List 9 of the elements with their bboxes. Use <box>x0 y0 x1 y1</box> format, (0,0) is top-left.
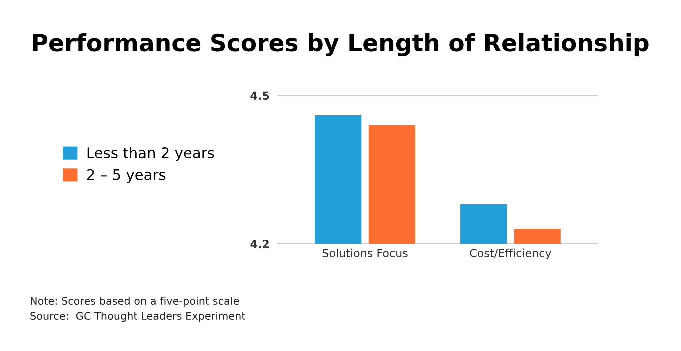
legend-label: Less than 2 years <box>88 147 214 162</box>
text: Note: Scores based on a five-point scale <box>31 296 240 308</box>
y-tick-label: 4.2 <box>250 240 269 248</box>
chart-title: Performance Scores by Length of Relationship <box>33 33 649 57</box>
source-note: Source: GC Thought Leaders Experiment <box>30 312 246 322</box>
x-tick-label: Solutions Focus <box>322 248 408 258</box>
y-tick-label: 4.5 <box>250 92 270 100</box>
x-tick-label: Cost/Efficiency <box>470 248 552 260</box>
legend-label: 2 – 5 years <box>88 169 166 184</box>
